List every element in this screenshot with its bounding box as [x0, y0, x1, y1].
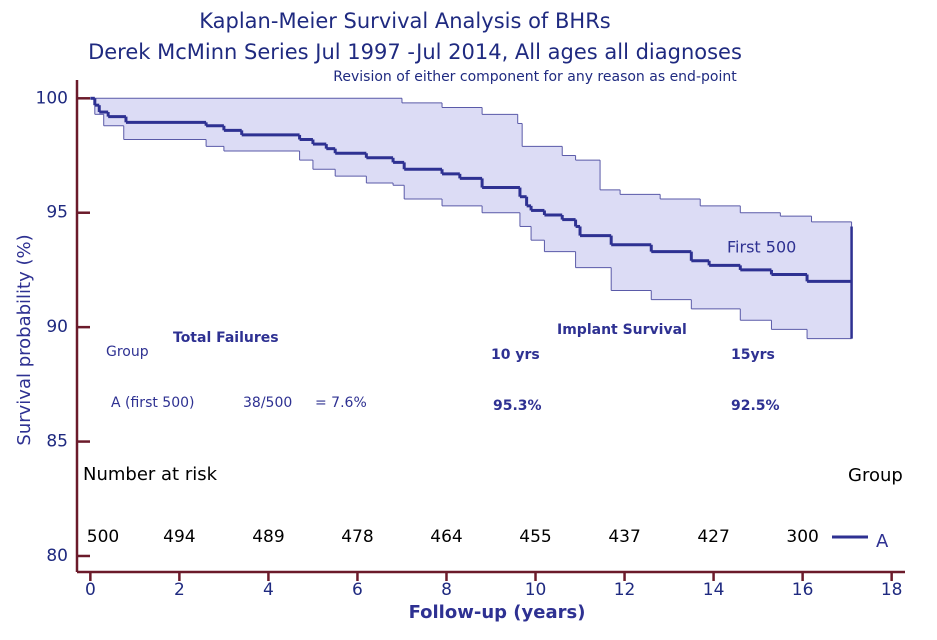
x-tick-label: 10 — [525, 580, 547, 600]
summary-col-10: 10 yrs — [491, 347, 540, 363]
summary-group-label: Group — [106, 344, 149, 360]
summary-failures-label: Total Failures — [173, 330, 279, 346]
risk-count: 478 — [341, 527, 373, 547]
summary-rate: = 7.6% — [315, 395, 367, 411]
risk-count: 427 — [697, 527, 729, 547]
x-tick-label: 14 — [703, 580, 725, 600]
x-tick-label: 16 — [792, 580, 814, 600]
x-tick-label: 8 — [441, 580, 452, 600]
summary-survival-label: Implant Survival — [557, 322, 687, 338]
summary-surv-10: 95.3% — [493, 398, 542, 414]
risk-count: 464 — [430, 527, 462, 547]
confidence-band — [90, 98, 852, 339]
risk-count: 500 — [87, 527, 119, 547]
risk-group-label: Group — [848, 465, 903, 486]
summary-group: A (first 500) — [111, 395, 194, 411]
x-tick-label: 2 — [174, 580, 185, 600]
summary-failures: 38/500 — [243, 395, 292, 411]
x-tick-label: 6 — [352, 580, 363, 600]
chart-note: Revision of either component for any rea… — [333, 69, 737, 85]
x-axis-label: Follow-up (years) — [409, 602, 586, 623]
y-axis-label: Survival probability (%) — [14, 234, 35, 445]
risk-title: Number at risk — [83, 464, 218, 485]
risk-count: 300 — [786, 527, 818, 547]
risk-count: 455 — [519, 527, 551, 547]
y-tick-label: 85 — [46, 432, 68, 452]
risk-count: 437 — [608, 527, 640, 547]
y-tick-label: 90 — [46, 317, 68, 337]
x-tick-label: 4 — [263, 580, 274, 600]
y-tick-label: 80 — [46, 546, 68, 566]
series-label: First 500 — [727, 238, 796, 257]
chart-subtitle: Derek McMinn Series Jul 1997 -Jul 2014, … — [88, 40, 742, 64]
chart-title: Kaplan-Meier Survival Analysis of BHRs — [199, 9, 610, 33]
y-tick-label: 100 — [36, 88, 68, 108]
risk-count: 489 — [252, 527, 284, 547]
x-tick-label: 0 — [85, 580, 96, 600]
legend-label: A — [876, 531, 889, 552]
x-tick-label: 12 — [614, 580, 636, 600]
summary-surv-15: 92.5% — [731, 398, 780, 414]
y-tick-label: 95 — [46, 203, 68, 223]
risk-count: 494 — [163, 527, 195, 547]
x-tick-label: 18 — [881, 580, 903, 600]
summary-col-15: 15yrs — [731, 347, 775, 363]
